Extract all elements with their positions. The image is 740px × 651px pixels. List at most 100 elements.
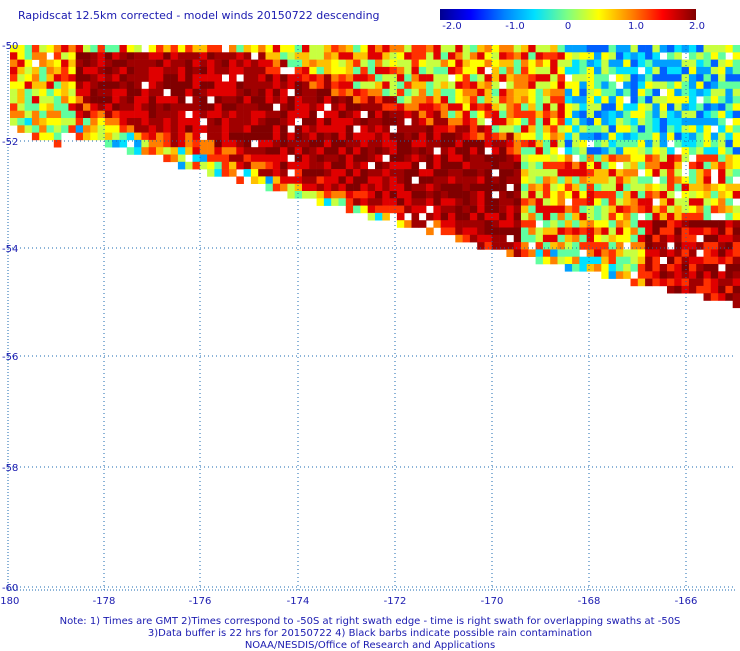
swath-cell [688, 132, 697, 141]
swath-cell [550, 249, 558, 257]
swath-cell [338, 74, 347, 82]
swath-cell [615, 242, 624, 250]
swath-cell [572, 103, 580, 111]
swath-cell [601, 191, 609, 199]
swath-cell [623, 183, 631, 192]
swath-cell [338, 147, 347, 155]
swath-cell [433, 154, 441, 163]
swath-cell [243, 81, 252, 90]
swath-cell [506, 227, 514, 236]
swath-cell [148, 139, 157, 148]
swath-cell [68, 118, 76, 126]
swath-cell [703, 271, 712, 279]
swath-cell [375, 198, 383, 206]
swath-cell [389, 66, 398, 75]
swath-cell [229, 110, 237, 119]
swath-cell [448, 59, 456, 68]
swath-cell [243, 169, 252, 177]
swath-cell [630, 205, 639, 214]
swath-cell [732, 52, 740, 60]
swath-cell [542, 212, 551, 221]
swath-cell [703, 285, 712, 294]
swath-cell [499, 118, 507, 126]
swath-cell [104, 103, 113, 111]
swath-cell [360, 81, 368, 90]
swath-cell [462, 110, 471, 119]
swath-cell [696, 169, 704, 177]
swath-cell [104, 66, 113, 75]
swath-cell [703, 52, 712, 60]
swath-cell [667, 147, 675, 155]
swath-cell [353, 52, 361, 60]
lon-label: -170 [481, 596, 504, 607]
swath-cell [608, 132, 617, 141]
swath-cell [61, 96, 69, 104]
swath-cell [608, 191, 617, 199]
swath-cell [615, 125, 624, 133]
swath-cell [528, 88, 536, 97]
swath-cell [608, 220, 617, 228]
swath-cell [221, 147, 230, 155]
swath-cell [513, 66, 522, 75]
swath-cell [681, 103, 690, 111]
lat-label: -54 [2, 244, 18, 255]
swath-cell [265, 88, 274, 97]
swath-cell [521, 154, 529, 163]
swath-cell [557, 45, 566, 53]
swath-cell [667, 110, 675, 119]
swath-cell [477, 242, 485, 250]
swath-cell [185, 103, 193, 111]
swath-cell [528, 176, 536, 184]
swath-cell [667, 66, 675, 75]
swath-cell [382, 161, 390, 170]
swath-cell [623, 205, 631, 214]
swath-cell [477, 198, 485, 206]
swath-cell [491, 242, 500, 250]
swath-cell [659, 110, 668, 119]
swath-cell [667, 191, 675, 199]
swath-cell [177, 74, 186, 82]
swath-cell [46, 45, 55, 53]
swath-cell [542, 256, 551, 265]
swath-cell [725, 227, 733, 236]
swath-cell [396, 161, 405, 170]
swath-cell [46, 81, 55, 90]
swath-cell [645, 132, 653, 141]
swath-cell [440, 205, 449, 214]
swath-cell [389, 205, 398, 214]
swath-cell [221, 52, 230, 60]
swath-cell [659, 191, 668, 199]
swath-cell [586, 176, 595, 184]
swath-cell [75, 74, 84, 82]
swath-cell [732, 234, 740, 243]
swath-cell [659, 242, 668, 250]
swath-cell [469, 45, 478, 53]
swath-cell [112, 132, 120, 141]
swath-cell [112, 59, 120, 68]
swath-cell [710, 74, 719, 82]
swath-cell [338, 183, 347, 192]
swath-cell [229, 59, 237, 68]
swath-cell [382, 103, 390, 111]
swath-cell [411, 110, 420, 119]
swath-cell [53, 125, 62, 133]
swath-cell [696, 154, 704, 163]
swath-cell [718, 118, 726, 126]
swath-cell [623, 249, 631, 257]
swath-cell [236, 132, 244, 141]
swath-cell [250, 154, 259, 163]
swath-cell [323, 66, 332, 75]
swath-cell [309, 88, 317, 97]
swath-cell [448, 176, 456, 184]
swath-cell [353, 110, 361, 119]
swath-cell [280, 96, 288, 104]
swath-cell [645, 212, 653, 221]
swath-cell [586, 59, 595, 68]
swath-cell [396, 52, 405, 60]
swath-cell [579, 205, 587, 214]
swath-cell [608, 59, 617, 68]
swath-cell [491, 139, 500, 148]
swath-cell [535, 242, 544, 250]
swath-cell [389, 132, 398, 141]
swath-cell [535, 59, 544, 68]
